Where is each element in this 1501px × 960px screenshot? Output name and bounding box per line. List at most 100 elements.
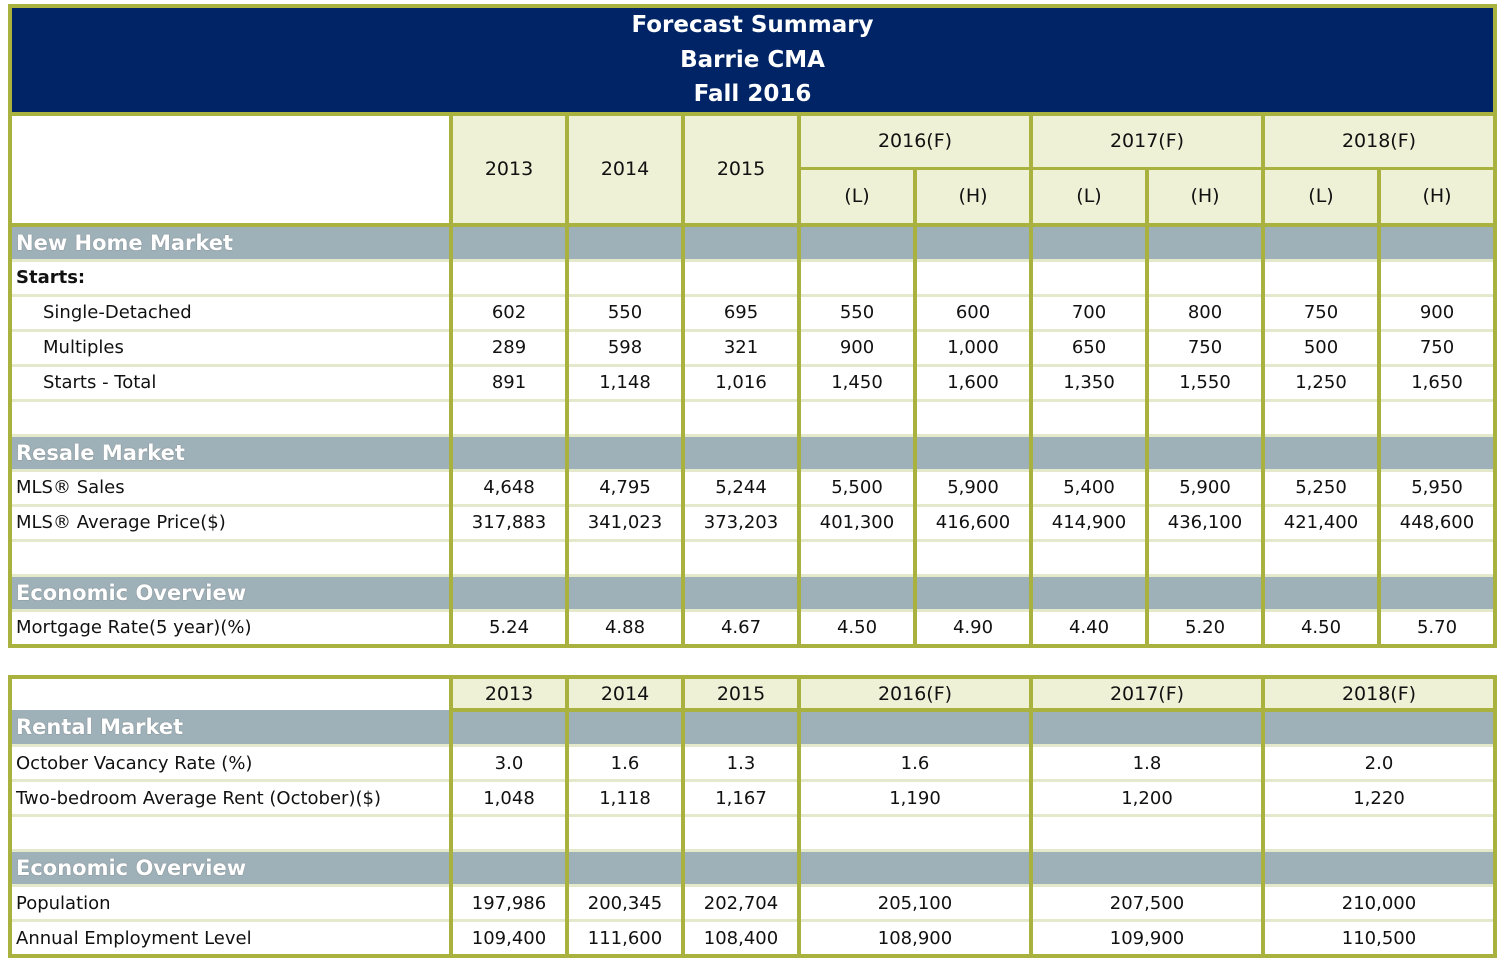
table-cell: 1,600 bbox=[913, 365, 1031, 402]
header-year: 2018(F) bbox=[1261, 677, 1497, 712]
table-cell bbox=[797, 540, 915, 577]
table-cell: 289 bbox=[449, 330, 567, 367]
table-cell: 202,704 bbox=[681, 885, 799, 922]
table-cell: 5,250 bbox=[1261, 470, 1379, 507]
table-cell: 1.8 bbox=[1029, 745, 1263, 782]
section-row: Rental Market bbox=[10, 710, 1495, 747]
table-cell bbox=[681, 435, 799, 472]
header-year: 2015 bbox=[681, 677, 801, 712]
table-cell bbox=[681, 400, 799, 437]
header-year: 2014 bbox=[565, 113, 685, 227]
table-cell bbox=[1029, 815, 1263, 852]
section-label: Rental Market bbox=[10, 710, 451, 747]
table-row bbox=[10, 400, 1496, 437]
table-row: Mortgage Rate(5 year)(%) 5.24 4.88 4.67 4.50… bbox=[10, 610, 1496, 646]
table-cell: 1,167 bbox=[681, 780, 799, 817]
table-cell bbox=[681, 575, 799, 612]
table-cell bbox=[1029, 710, 1263, 747]
table-cell: 1.3 bbox=[681, 745, 799, 782]
row-label: Annual Employment Level bbox=[10, 920, 451, 956]
table-cell bbox=[1376, 435, 1496, 472]
table-cell: 900 bbox=[1376, 295, 1496, 332]
table-cell bbox=[681, 850, 799, 887]
section-row: Resale Market bbox=[10, 435, 1496, 472]
table-cell bbox=[1376, 400, 1496, 437]
table-cell: 4,795 bbox=[565, 470, 683, 507]
table-cell bbox=[913, 540, 1031, 577]
table-cell: 373,203 bbox=[681, 505, 799, 542]
table-cell bbox=[1261, 435, 1379, 472]
table-cell: 108,900 bbox=[797, 920, 1031, 956]
table-cell bbox=[1261, 850, 1495, 887]
table-row: Annual Employment Level 109,400 111,600 108… bbox=[10, 920, 1495, 956]
table-cell: 448,600 bbox=[1376, 505, 1496, 542]
table-cell: 1,148 bbox=[565, 365, 683, 402]
row-label: Starts - Total bbox=[10, 365, 451, 402]
table-row: Starts - Total 891 1,148 1,016 1,450 1,600 1,3… bbox=[10, 365, 1496, 402]
table-cell: 1,250 bbox=[1261, 365, 1379, 402]
title-line-1: Forecast Summary bbox=[631, 12, 874, 38]
table-cell bbox=[797, 575, 915, 612]
table-cell bbox=[1029, 435, 1147, 472]
table-cell bbox=[449, 400, 567, 437]
table-cell: 317,883 bbox=[449, 505, 567, 542]
table-cell: 5,500 bbox=[797, 470, 915, 507]
table-cell: 1.6 bbox=[565, 745, 683, 782]
table-cell bbox=[1029, 260, 1147, 297]
row-label bbox=[10, 540, 451, 577]
table-cell: 1,450 bbox=[797, 365, 915, 402]
table-cell: 550 bbox=[565, 295, 683, 332]
table-row: Multiples 289 598 321 900 1,000 650 750 500 750 bbox=[10, 330, 1496, 367]
table-cell bbox=[449, 850, 567, 887]
table-cell: 108,400 bbox=[681, 920, 799, 956]
row-label: Two-bedroom Average Rent (October)($) bbox=[10, 780, 451, 817]
table-cell bbox=[913, 435, 1031, 472]
header-sub-high: (H) bbox=[1145, 167, 1265, 227]
table-cell: 1,048 bbox=[449, 780, 567, 817]
table-cell bbox=[449, 815, 567, 852]
table-cell: 550 bbox=[797, 295, 915, 332]
table-cell bbox=[797, 400, 915, 437]
row-label: Starts: bbox=[10, 260, 451, 297]
table-cell bbox=[1145, 435, 1263, 472]
title-line-3: Fall 2016 bbox=[693, 81, 812, 107]
table-cell: 800 bbox=[1145, 295, 1263, 332]
table-cell bbox=[913, 224, 1031, 262]
table-cell bbox=[449, 260, 567, 297]
table-cell bbox=[1376, 575, 1496, 612]
table-row: MLS® Sales 4,648 4,795 5,244 5,500 5,900 5,400… bbox=[10, 470, 1496, 507]
table-cell bbox=[565, 575, 683, 612]
table-cell: 341,023 bbox=[565, 505, 683, 542]
table-cell bbox=[1145, 540, 1263, 577]
table-cell: 4.50 bbox=[797, 610, 915, 646]
table-cell bbox=[1376, 260, 1496, 297]
table-cell bbox=[449, 435, 567, 472]
table-cell bbox=[565, 815, 683, 852]
table-cell: 4.67 bbox=[681, 610, 799, 646]
table-cell bbox=[1261, 710, 1495, 747]
table-cell bbox=[565, 540, 683, 577]
section-row: Economic Overview bbox=[10, 850, 1495, 887]
table-cell: 5,950 bbox=[1376, 470, 1496, 507]
table-cell bbox=[797, 710, 1031, 747]
header-forecast-year: 2017(F) bbox=[1029, 113, 1265, 169]
table-cell bbox=[797, 435, 915, 472]
table-cell bbox=[1261, 260, 1379, 297]
table-cell: 109,400 bbox=[449, 920, 567, 956]
title-line-2: Barrie CMA bbox=[680, 46, 825, 73]
table-cell: 110,500 bbox=[1261, 920, 1495, 956]
header-blank bbox=[10, 677, 451, 710]
header-sub-low: (L) bbox=[1029, 167, 1149, 227]
table-cell: 891 bbox=[449, 365, 567, 402]
table-cell: 401,300 bbox=[797, 505, 915, 542]
table-cell bbox=[1261, 540, 1379, 577]
table-row: Starts: bbox=[10, 260, 1496, 297]
table-cell: 4.90 bbox=[913, 610, 1031, 646]
table-cell bbox=[1145, 400, 1263, 437]
table-cell bbox=[449, 710, 567, 747]
table-cell bbox=[681, 710, 799, 747]
section-label: New Home Market bbox=[10, 224, 451, 262]
table-cell bbox=[565, 400, 683, 437]
row-label: October Vacancy Rate (%) bbox=[10, 745, 451, 782]
header-year: 2013 bbox=[449, 113, 569, 227]
